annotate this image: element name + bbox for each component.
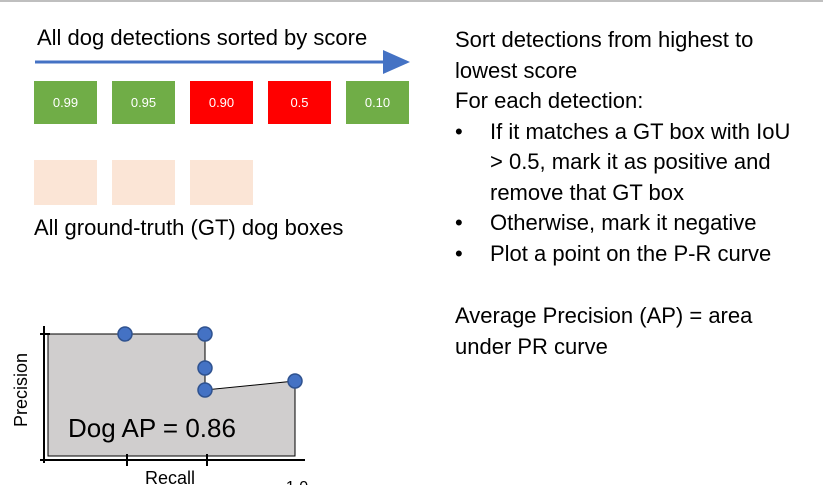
gt-label: All ground-truth (GT) dog boxes xyxy=(34,215,344,240)
y-axis-label: Precision xyxy=(11,353,31,427)
ap-annotation: Dog AP = 0.86 xyxy=(68,413,236,443)
gt-box xyxy=(34,160,97,205)
x-tick-label: 1.0 xyxy=(286,479,308,485)
intro-line: lowest score xyxy=(455,57,578,83)
detection-score: 0.95 xyxy=(131,95,156,110)
bullet-line: Plot a point on the P-R curve xyxy=(490,240,772,266)
intro-line: Sort detections from highest to xyxy=(455,27,754,52)
bullet-line: If it matches a GT box with IoU xyxy=(490,118,791,144)
detection-score: 0.5 xyxy=(290,95,308,110)
pr-point xyxy=(197,360,213,376)
steps-heading: For each detection: xyxy=(455,88,644,113)
x-axis-label: Recall xyxy=(145,468,195,485)
ap-definition-line: Average Precision (AP) = area xyxy=(455,303,753,328)
pr-point xyxy=(117,326,133,342)
bullet-line: > 0.5, mark it as positive and xyxy=(490,149,771,174)
detections-title: All dog detections sorted by score xyxy=(37,25,368,50)
gt-box xyxy=(112,160,175,205)
detection-score: 0.10 xyxy=(365,95,390,110)
ap-definition-line: under PR curve xyxy=(455,333,608,359)
bullet-line: Otherwise, mark it negative xyxy=(490,210,757,235)
pr-point xyxy=(197,326,213,342)
detection-score: 0.90 xyxy=(209,95,234,110)
bullet-line: remove that GT box xyxy=(490,179,685,205)
pr-point xyxy=(197,382,213,398)
detection-box xyxy=(190,81,253,124)
bullet-dot: • xyxy=(455,210,463,235)
bullet-dot: • xyxy=(455,118,463,144)
bullet-dot: • xyxy=(455,240,463,266)
pr-point xyxy=(287,373,303,389)
detection-box xyxy=(268,81,331,124)
detection-box xyxy=(112,81,175,124)
detection-score: 0.99 xyxy=(53,95,78,110)
detection-box xyxy=(346,81,409,124)
detection-box xyxy=(34,81,97,124)
top-border xyxy=(0,0,823,2)
gt-box xyxy=(190,160,253,205)
